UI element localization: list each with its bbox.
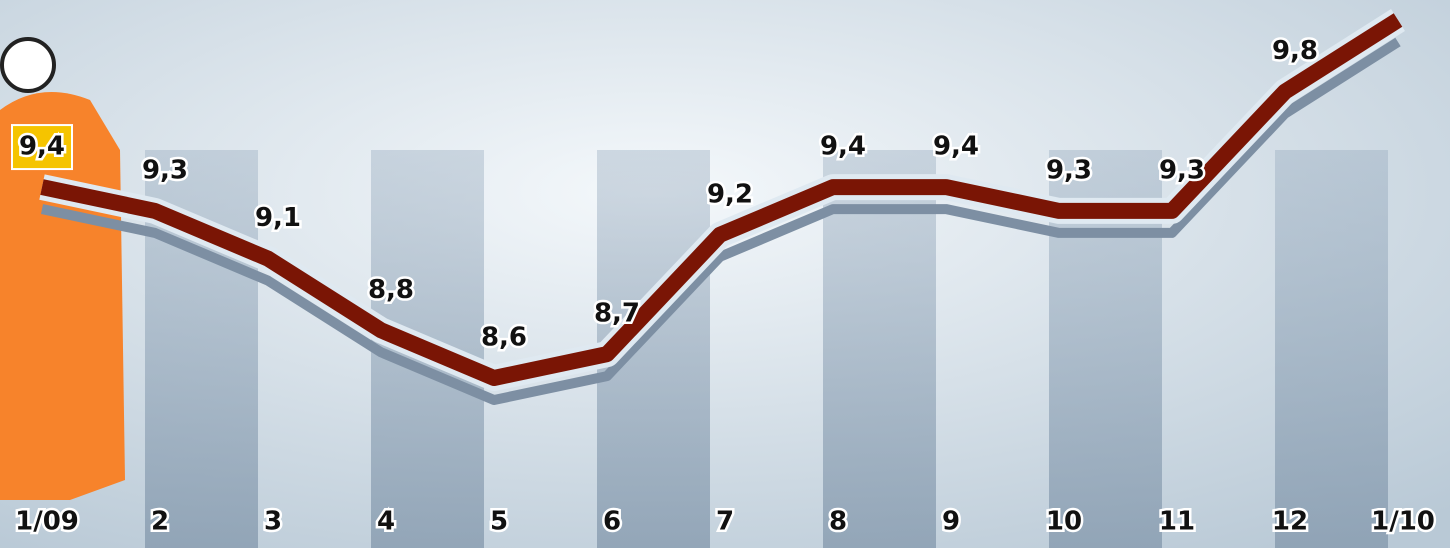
- x-tick-label: 12: [1272, 507, 1308, 537]
- value-label: 9,3: [142, 155, 188, 185]
- x-tick-label: 9: [942, 507, 960, 537]
- x-tick-label: 1/09: [15, 507, 79, 537]
- value-label: 9,4: [820, 132, 866, 162]
- value-label: 9,4: [933, 132, 979, 162]
- value-label: 9,2: [707, 179, 753, 209]
- x-tick-label: 4: [377, 507, 395, 537]
- value-label: 8,7: [594, 299, 640, 329]
- line-shadow: [40, 37, 1401, 405]
- column: [1275, 150, 1388, 548]
- value-label: 9,3: [1159, 155, 1205, 185]
- x-tick-label: 6: [603, 507, 621, 537]
- x-tick-label: 5: [490, 507, 508, 537]
- column: [823, 150, 936, 548]
- plot: 9,4 9,3 9,1 8,8 8,6 8,7 9,2 9,4 9,4 9,3 9,3 9,8 1/09…: [11, 9, 1437, 539]
- value-label: 8,8: [368, 275, 414, 305]
- value-label: 9,3: [1046, 155, 1092, 185]
- value-label: 9,8: [1272, 36, 1318, 66]
- line: [40, 13, 1403, 386]
- x-tick-label: 8: [829, 507, 847, 537]
- x-tick-label: 3: [264, 507, 282, 537]
- value-label: 9,1: [255, 203, 301, 233]
- x-tick-label: 1/10: [1371, 507, 1435, 537]
- x-tick-label: 7: [716, 507, 734, 537]
- columns: [145, 150, 1388, 548]
- value-label: 8,6: [481, 323, 527, 353]
- x-tick-label: 11: [1159, 507, 1195, 537]
- value-label-box: [11, 124, 73, 171]
- value-label: 9,4: [19, 132, 65, 162]
- x-tick-label: 2: [151, 507, 169, 537]
- x-tick-label: 10: [1046, 507, 1082, 537]
